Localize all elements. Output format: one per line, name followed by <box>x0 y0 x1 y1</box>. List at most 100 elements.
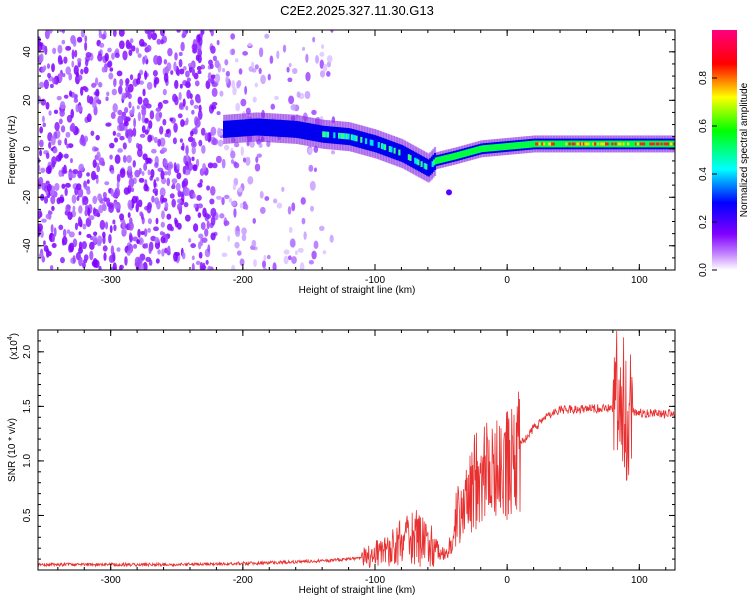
ridge-mid <box>506 143 509 150</box>
spectrogram-noise-blob <box>188 238 192 243</box>
spectrogram-noise-blob <box>60 256 65 264</box>
spectrogram-noise-blob <box>89 241 95 251</box>
spectrogram-noise-blob <box>79 136 86 146</box>
spectrogram-noise-blob <box>161 197 168 203</box>
ridge-mid <box>344 133 347 140</box>
spectrogram-noise-blob <box>157 138 162 147</box>
ridge-mid <box>590 140 593 148</box>
spectrogram-noise-blob <box>82 262 86 269</box>
spectrogram-noise-blob <box>135 47 140 54</box>
spectrogram-noise-blob <box>137 53 142 58</box>
spectrogram-noise-blob <box>125 81 129 87</box>
ridge-peak <box>577 142 581 146</box>
spectrogram-noise-blob <box>58 169 63 178</box>
spectrogram-noise-blob <box>304 90 311 100</box>
spectrogram-noise-blob <box>329 234 334 243</box>
spectrogram-noise-blob <box>127 83 134 93</box>
ridge-peak <box>611 142 614 146</box>
snr-x-label: Height of straight line (km) <box>299 585 416 596</box>
ridge-core <box>362 132 365 150</box>
spectrogram-noise-blob <box>46 63 51 69</box>
spectrogram-noise-blob <box>119 264 124 270</box>
snr-multiplier: (x104) <box>7 333 20 360</box>
ridge-mid <box>439 156 442 164</box>
spectrogram-noise-blob <box>231 79 236 89</box>
spectrogram-noise-blob <box>206 220 210 230</box>
spectrogram-noise-blob <box>207 244 211 253</box>
spectrogram-noise-blob <box>65 45 72 51</box>
spectrogram-noise-blob <box>196 194 202 201</box>
colorbar: 0.0 0.2 0.4 0.6 0.8 Normalized spectral ampl… <box>698 30 750 277</box>
spectrogram-noise-blob <box>127 212 131 219</box>
spectrogram-noise-blob <box>166 177 171 187</box>
spectrogram-ridge <box>223 112 675 196</box>
spectrogram-noise-blob <box>92 101 97 109</box>
spectrogram-noise-blob <box>263 254 267 261</box>
spectrogram-noise-blob <box>157 249 161 255</box>
ridge-mid <box>417 159 420 166</box>
spectrogram-noise-blob <box>38 223 43 232</box>
spectrogram-noise-blob <box>86 113 92 123</box>
spectrogram-noise-blob <box>195 54 200 61</box>
spectrogram-noise-blob <box>211 87 218 97</box>
ridge-mid <box>482 145 485 153</box>
spectrogram-noise-blob <box>193 104 199 109</box>
ridge-mid <box>488 144 491 152</box>
spectrogram-noise-blob <box>150 168 155 178</box>
spectrogram-noise-blob <box>301 217 306 225</box>
spectrogram-noise-blob <box>207 78 213 83</box>
snr-x-tick-label: -200 <box>233 575 253 586</box>
spectrogram-noise-blob <box>251 68 257 73</box>
spectrogram-noise-blob <box>245 107 251 115</box>
spectrogram-noise-blob <box>171 178 178 184</box>
colorbar-tick-label: 0.0 <box>698 263 709 277</box>
ridge-peak <box>652 142 655 146</box>
ridge-mid <box>483 145 487 152</box>
ridge-mid <box>456 151 460 159</box>
spectrogram-noise-blob <box>112 103 118 113</box>
spectrogram-noise-blob <box>309 180 316 191</box>
spectrogram-noise-blob <box>161 248 165 257</box>
ridge-peak <box>666 142 670 146</box>
ridge-peak <box>535 142 538 146</box>
ridge-core <box>251 118 254 136</box>
spectrogram-noise-blob <box>264 33 270 39</box>
spectrogram-noise-blob <box>65 131 71 138</box>
spectrogram-noise-blob <box>260 74 266 85</box>
spectrogram-noise-blob <box>308 260 315 265</box>
spectrogram-noise-blob <box>197 70 202 75</box>
spectrogram-noise-blob <box>288 255 292 261</box>
spectrogram-noise-blob <box>50 224 54 234</box>
spectrogram-noise-blob <box>297 247 304 253</box>
spectrogram-noise-blob <box>269 55 274 64</box>
ridge-mid <box>490 144 493 152</box>
spectrogram-noise-blob <box>236 79 242 87</box>
spectrogram-noise-blob <box>108 233 112 244</box>
spectrogram-noise-blob <box>196 97 201 104</box>
spectrogram-noise-blob <box>102 245 108 252</box>
ridge-core <box>403 146 407 164</box>
spectrogram-noise-blob <box>74 186 79 196</box>
spectrogram-noise-blob <box>164 201 169 210</box>
spectrogram-noise-blob <box>108 72 114 80</box>
spectrogram-noise-blob <box>286 66 290 73</box>
spectrogram-noise-blob <box>228 197 233 203</box>
ridge-peak <box>614 142 617 146</box>
ridge-mid <box>414 157 417 164</box>
spectrogram-noise-blob <box>254 163 261 172</box>
ridge-core <box>283 120 286 138</box>
spectrogram-noise-blob <box>178 91 182 101</box>
colorbar-tick-label: 0.2 <box>698 215 709 229</box>
spectrogram-noise-blob <box>122 155 127 163</box>
spectrogram-noise-blob <box>101 160 106 167</box>
spectrogram-noise-blob <box>253 259 257 268</box>
ridge-core <box>269 119 272 137</box>
spectrogram-noise-blob <box>215 195 222 200</box>
spectrogram-noise-blob <box>78 205 83 214</box>
spectrogram-noise-blob <box>300 197 306 205</box>
ridge-mid <box>371 140 374 146</box>
spectrogram-noise-blob <box>50 195 56 205</box>
ridge-peak <box>581 142 584 146</box>
ridge-core <box>227 120 230 138</box>
spectrogram-noise-blob <box>211 101 218 106</box>
